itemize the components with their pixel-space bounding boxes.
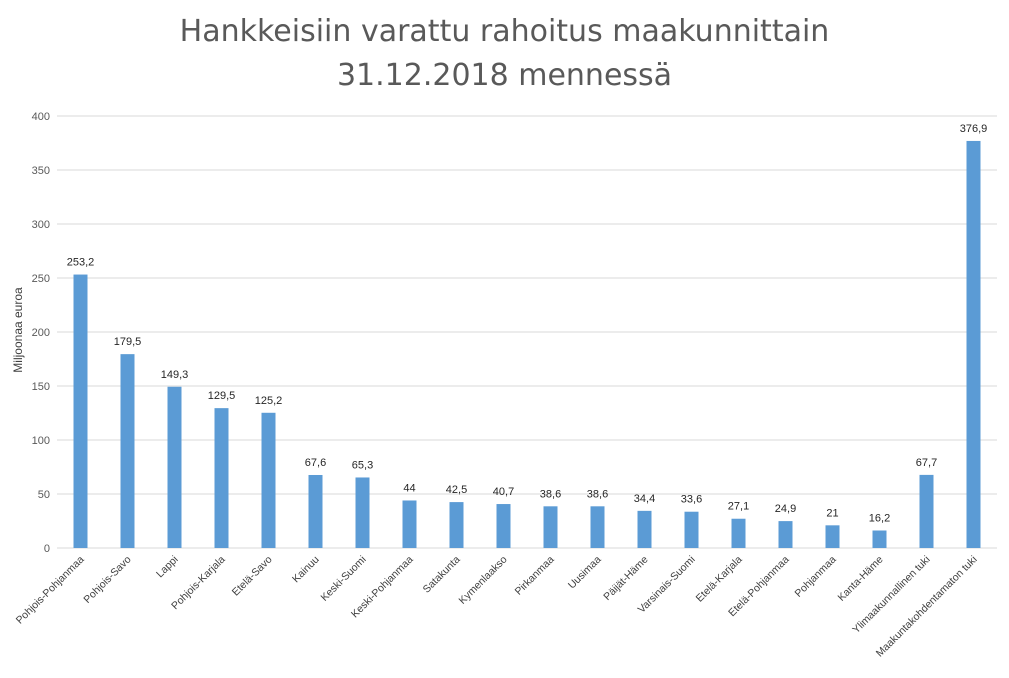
data-label: 24,9 <box>775 503 796 515</box>
bar <box>214 408 229 548</box>
data-label: 38,6 <box>587 488 608 500</box>
data-label: 179,5 <box>114 336 142 348</box>
bar <box>308 474 323 548</box>
data-label: 67,7 <box>916 457 937 469</box>
x-category-label: Uusimaa <box>566 554 604 592</box>
y-tick-label: 200 <box>32 327 50 339</box>
data-label: 33,6 <box>681 494 702 506</box>
data-label: 16,2 <box>869 513 890 525</box>
bar <box>167 386 182 548</box>
bar <box>966 140 981 548</box>
bar <box>496 504 511 548</box>
data-label: 21 <box>826 507 838 519</box>
x-category-label: Kainuu <box>290 554 322 586</box>
data-label: 253,2 <box>67 257 95 269</box>
bar <box>590 506 605 548</box>
data-label: 125,2 <box>255 395 283 407</box>
y-tick-label: 150 <box>32 381 50 393</box>
gridlines <box>57 115 997 549</box>
data-label: 44 <box>403 482 415 494</box>
data-label: 129,5 <box>208 390 236 402</box>
bar <box>778 521 793 548</box>
x-category-label: Pohjanmaa <box>793 554 839 600</box>
y-tick-label: 50 <box>38 489 50 501</box>
y-tick-label: 350 <box>32 165 50 177</box>
x-category-label: Päijät-Häme <box>601 554 650 603</box>
bar <box>731 518 746 548</box>
bar <box>919 474 934 548</box>
bar <box>261 412 276 548</box>
bar <box>73 274 88 548</box>
x-category-label: Etelä-Karjala <box>694 554 745 605</box>
bar <box>543 506 558 548</box>
bar <box>684 511 699 548</box>
data-label: 40,7 <box>493 486 514 498</box>
y-tick-label: 100 <box>32 435 50 447</box>
bar <box>872 530 887 548</box>
x-category-label: Kanta-Häme <box>835 554 885 604</box>
x-category-label: Pohjois-Pohjanmaa <box>14 554 87 627</box>
data-label: 65,3 <box>352 459 373 471</box>
data-label: 34,4 <box>634 493 655 505</box>
y-tick-label: 400 <box>32 111 50 123</box>
data-label: 42,5 <box>446 484 467 496</box>
chart-title-line-1: Hankkeisiin varattu rahoitus maakunnitta… <box>179 14 830 49</box>
y-tick-label: 300 <box>32 219 50 231</box>
data-label: 376,9 <box>960 123 988 135</box>
bar <box>637 510 652 548</box>
data-label: 149,3 <box>161 369 189 381</box>
y-tick-label: 0 <box>44 543 50 555</box>
x-category-label: Kymenlaakso <box>457 554 510 607</box>
bar <box>449 502 464 548</box>
bar <box>825 525 840 548</box>
x-category-label: Maakuntakohdentamaton tuki <box>874 554 980 660</box>
bars <box>73 140 981 548</box>
y-axis-ticks: 0 50 100 150 200 250 300 350 400 <box>32 111 50 555</box>
x-category-label: Ylimaakunnallinen tuki <box>850 554 932 636</box>
bar <box>120 354 135 548</box>
chart-title-line-2: 31.12.2018 mennessä <box>336 58 673 93</box>
data-label: 67,6 <box>305 457 326 469</box>
x-category-label: Keski-Suomi <box>318 554 368 604</box>
x-category-label: Etelä-Savo <box>230 554 275 599</box>
bar <box>355 477 370 548</box>
x-category-label: Pohjois-Savo <box>81 554 133 606</box>
data-label: 38,6 <box>540 488 561 500</box>
data-labels: 253,2 179,5 149,3 129,5 125,2 67,6 65,3 44 42,5 4… <box>67 123 988 525</box>
y-tick-label: 250 <box>32 273 50 285</box>
x-category-label: Lappi <box>154 554 181 581</box>
x-category-label: Pirkanmaa <box>513 554 557 598</box>
data-label: 27,1 <box>728 501 749 513</box>
y-axis-title: Miljoonaa euroa <box>11 287 25 373</box>
x-category-label: Satakunta <box>421 554 463 596</box>
bar <box>402 500 417 548</box>
